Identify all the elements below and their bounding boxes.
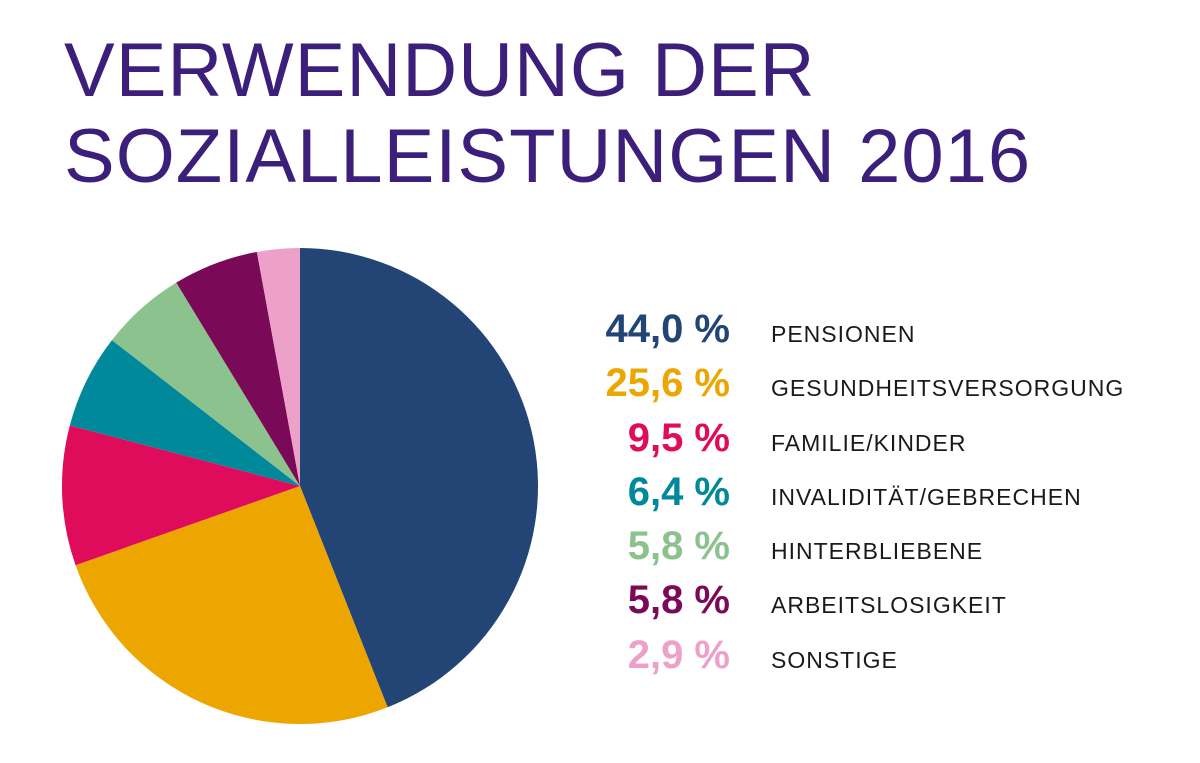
legend-value: 6,4 % — [627, 469, 730, 514]
legend-label: HINTERBLIEBENE — [771, 538, 984, 565]
legend-item-pensionen: 44,0 % PENSIONEN — [585, 302, 1185, 356]
legend-label: INVALIDITÄT/GEBRECHEN — [771, 483, 1082, 510]
chart-title: VERWENDUNG DER SOZIALLEISTUNGEN 2016 — [64, 28, 1031, 200]
legend-value: 5,8 % — [627, 524, 730, 569]
legend-value: 9,5 % — [627, 415, 730, 460]
legend-item-invaliditaet: 6,4 % INVALIDITÄT/GEBRECHEN — [585, 465, 1185, 519]
pie-slice-4 — [69, 340, 300, 486]
chart-title-line-1: VERWENDUNG DER — [64, 28, 816, 113]
pie-slice-1 — [300, 248, 539, 708]
pie-slice-3 — [61, 425, 300, 566]
legend-item-gesundheitsversorgung: 25,6 % GESUNDHEITSVERSORGUNG — [585, 356, 1185, 410]
legend-item-hinterbliebene: 5,8 % HINTERBLIEBENE — [585, 519, 1185, 573]
legend-label: ARBEITSLOSIGKEIT — [771, 592, 1007, 619]
legend-value: 5,8 % — [627, 578, 730, 623]
legend-value: 44,0 % — [605, 307, 730, 351]
legend-label: SONSTIGE — [771, 646, 898, 673]
pie-slice-5 — [111, 282, 300, 486]
pie-slice-2 — [75, 486, 388, 725]
legend-label: GESUNDHEITSVERSORGUNG — [771, 375, 1125, 402]
legend: 44,0 % PENSIONEN 25,6 % GESUNDHEITSVERSO… — [585, 302, 1185, 682]
chart-title-line-2: SOZIALLEISTUNGEN 2016 — [64, 114, 1032, 199]
legend-value: 25,6 % — [605, 361, 730, 406]
legend-value: 2,9 % — [627, 632, 730, 677]
pie-slice-6 — [176, 251, 300, 486]
legend-item-arbeitslosigkeit: 5,8 % ARBEITSLOSIGKEIT — [585, 573, 1185, 627]
legend-item-familie-kinder: 9,5 % FAMILIE/KINDER — [585, 411, 1185, 465]
legend-label: PENSIONEN — [771, 321, 916, 347]
legend-label: FAMILIE/KINDER — [771, 429, 967, 456]
pie-slice-7 — [256, 248, 300, 486]
legend-item-sonstige: 2,9 % SONSTIGE — [585, 628, 1185, 682]
